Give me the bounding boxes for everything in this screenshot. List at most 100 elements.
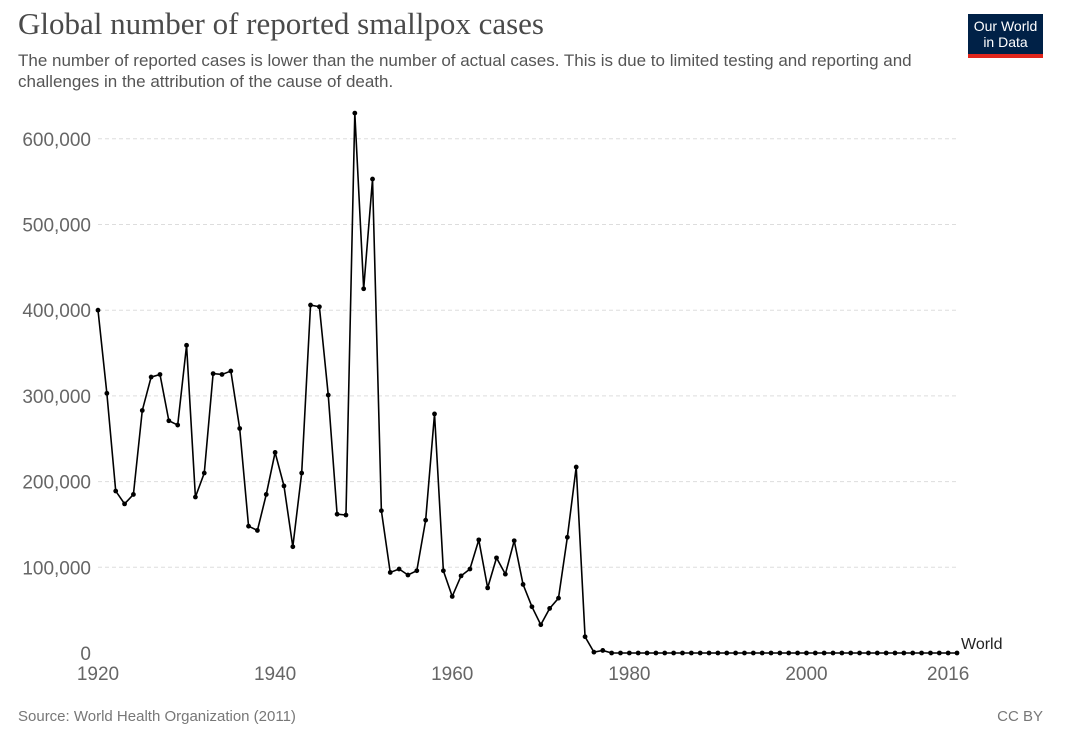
data-point[interactable] [166, 418, 172, 424]
data-point[interactable] [414, 568, 420, 574]
data-point[interactable] [812, 650, 818, 656]
data-point[interactable] [928, 650, 933, 656]
data-point[interactable] [644, 650, 650, 656]
data-point[interactable] [299, 470, 305, 476]
data-point[interactable] [600, 648, 606, 653]
data-point[interactable] [635, 650, 641, 656]
data-point[interactable] [901, 650, 907, 656]
data-point[interactable] [246, 523, 251, 529]
data-point[interactable] [193, 494, 198, 500]
data-point[interactable] [866, 650, 871, 656]
data-point[interactable] [449, 594, 455, 599]
data-point[interactable] [139, 408, 145, 413]
data-point[interactable] [334, 511, 340, 517]
data-point[interactable] [830, 650, 836, 656]
data-point[interactable] [573, 464, 579, 470]
data-point[interactable] [255, 528, 260, 533]
source-note[interactable]: Source: World Health Organization (2011) [18, 708, 296, 725]
data-point[interactable] [804, 650, 809, 656]
data-point[interactable] [511, 538, 517, 544]
data-point[interactable] [387, 570, 393, 575]
data-point[interactable] [396, 566, 402, 572]
data-point[interactable] [874, 650, 880, 656]
data-point[interactable] [547, 606, 553, 611]
data-point[interactable] [945, 650, 951, 656]
data-point[interactable] [316, 304, 322, 310]
data-point[interactable] [440, 568, 446, 574]
data-point[interactable] [750, 650, 756, 656]
series-label-world[interactable]: World [961, 636, 1003, 653]
data-point[interactable] [768, 650, 774, 656]
owid-logo[interactable]: Our World in Data [968, 14, 1043, 58]
data-point[interactable] [485, 585, 491, 591]
series-line-world[interactable] [97, 113, 957, 654]
data-point[interactable] [494, 555, 499, 561]
data-point[interactable] [715, 650, 721, 656]
data-point[interactable] [795, 650, 800, 656]
data-point[interactable] [910, 650, 916, 656]
data-point[interactable] [423, 517, 429, 523]
data-point[interactable] [777, 650, 783, 656]
data-point[interactable] [122, 501, 127, 507]
data-point[interactable] [733, 650, 739, 656]
data-point[interactable] [706, 650, 712, 656]
data-point[interactable] [538, 622, 544, 628]
data-point[interactable] [325, 392, 331, 398]
data-point[interactable] [467, 566, 473, 572]
data-point[interactable] [370, 176, 375, 182]
data-point[interactable] [564, 534, 570, 540]
data-point[interactable] [352, 110, 358, 116]
data-point[interactable] [582, 634, 588, 640]
data-point[interactable] [892, 650, 898, 656]
data-point[interactable] [113, 488, 119, 494]
data-point[interactable] [662, 650, 668, 656]
data-point[interactable] [308, 302, 313, 308]
data-point[interactable] [591, 649, 597, 655]
data-point[interactable] [148, 374, 154, 380]
data-point[interactable] [520, 582, 526, 587]
data-point[interactable] [432, 411, 437, 417]
data-point[interactable] [697, 650, 703, 656]
data-point[interactable] [839, 650, 845, 656]
license-label[interactable]: CC BY [997, 708, 1043, 725]
data-point[interactable] [759, 650, 765, 656]
data-point[interactable] [175, 422, 181, 428]
data-point[interactable] [228, 368, 234, 374]
data-point[interactable] [857, 650, 862, 656]
data-point[interactable] [556, 595, 561, 601]
data-point[interactable] [626, 650, 632, 656]
data-point[interactable] [618, 650, 623, 656]
data-point[interactable] [219, 372, 225, 377]
data-point[interactable] [786, 650, 792, 656]
data-point[interactable] [157, 372, 163, 377]
data-point[interactable] [378, 508, 384, 514]
data-point[interactable] [201, 470, 207, 476]
data-point[interactable] [458, 573, 464, 579]
data-point[interactable] [290, 544, 296, 550]
data-point[interactable] [343, 512, 349, 518]
data-point[interactable] [688, 650, 694, 656]
data-point[interactable] [476, 537, 482, 543]
data-point[interactable] [724, 650, 730, 656]
data-point[interactable] [883, 650, 889, 656]
data-point[interactable] [95, 307, 101, 313]
data-point[interactable] [653, 650, 659, 656]
data-point[interactable] [272, 450, 278, 455]
data-point[interactable] [821, 650, 827, 656]
data-point[interactable] [361, 286, 367, 292]
data-point[interactable] [210, 371, 216, 377]
data-point[interactable] [184, 342, 189, 348]
data-point[interactable] [680, 650, 685, 656]
data-point[interactable] [742, 650, 747, 656]
data-point[interactable] [919, 650, 924, 656]
data-point[interactable] [954, 650, 960, 656]
data-point[interactable] [502, 571, 508, 577]
data-point[interactable] [263, 492, 269, 497]
data-point[interactable] [237, 426, 243, 431]
data-point[interactable] [281, 483, 287, 489]
data-point[interactable] [609, 650, 615, 656]
data-point[interactable] [671, 650, 677, 656]
data-point[interactable] [131, 492, 136, 497]
data-point[interactable] [936, 650, 942, 656]
data-point[interactable] [405, 572, 411, 578]
